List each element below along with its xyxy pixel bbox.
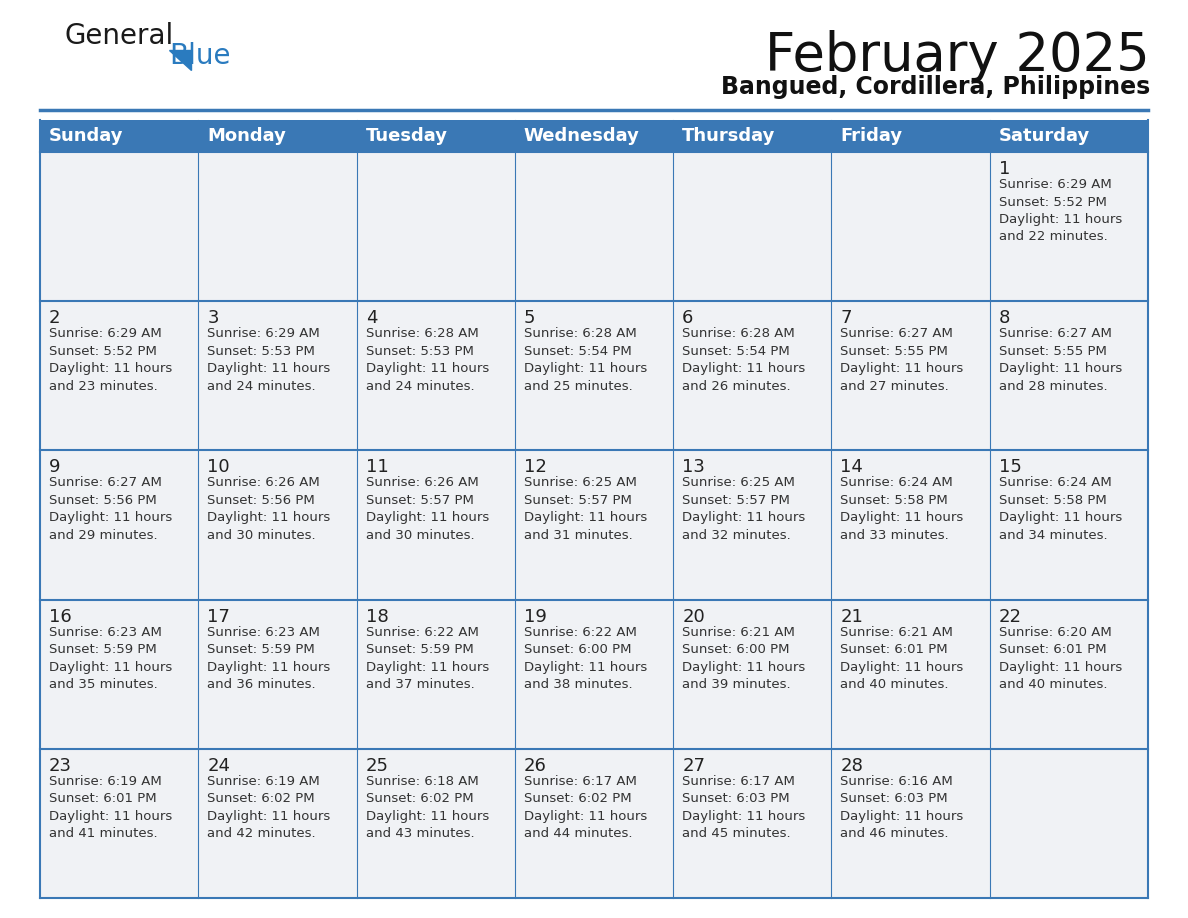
- Text: Sunrise: 6:22 AM
Sunset: 5:59 PM
Daylight: 11 hours
and 37 minutes.: Sunrise: 6:22 AM Sunset: 5:59 PM Dayligh…: [366, 625, 488, 691]
- Text: Sunrise: 6:19 AM
Sunset: 6:02 PM
Daylight: 11 hours
and 42 minutes.: Sunrise: 6:19 AM Sunset: 6:02 PM Dayligh…: [207, 775, 330, 840]
- Text: Sunrise: 6:19 AM
Sunset: 6:01 PM
Daylight: 11 hours
and 41 minutes.: Sunrise: 6:19 AM Sunset: 6:01 PM Dayligh…: [49, 775, 172, 840]
- Text: Sunrise: 6:29 AM
Sunset: 5:53 PM
Daylight: 11 hours
and 24 minutes.: Sunrise: 6:29 AM Sunset: 5:53 PM Dayligh…: [207, 327, 330, 393]
- Text: 7: 7: [840, 309, 852, 327]
- Text: Sunrise: 6:18 AM
Sunset: 6:02 PM
Daylight: 11 hours
and 43 minutes.: Sunrise: 6:18 AM Sunset: 6:02 PM Dayligh…: [366, 775, 488, 840]
- Text: 28: 28: [840, 756, 864, 775]
- Text: Sunrise: 6:29 AM
Sunset: 5:52 PM
Daylight: 11 hours
and 23 minutes.: Sunrise: 6:29 AM Sunset: 5:52 PM Dayligh…: [49, 327, 172, 393]
- Text: 8: 8: [999, 309, 1010, 327]
- Text: 9: 9: [49, 458, 61, 476]
- Text: Thursday: Thursday: [682, 127, 776, 145]
- FancyBboxPatch shape: [40, 451, 1148, 599]
- FancyBboxPatch shape: [40, 599, 1148, 749]
- Text: Sunrise: 6:29 AM
Sunset: 5:52 PM
Daylight: 11 hours
and 22 minutes.: Sunrise: 6:29 AM Sunset: 5:52 PM Dayligh…: [999, 178, 1121, 243]
- Text: Sunrise: 6:21 AM
Sunset: 6:00 PM
Daylight: 11 hours
and 39 minutes.: Sunrise: 6:21 AM Sunset: 6:00 PM Dayligh…: [682, 625, 805, 691]
- Text: 16: 16: [49, 608, 71, 625]
- Text: 18: 18: [366, 608, 388, 625]
- Text: General: General: [65, 22, 175, 50]
- Text: Monday: Monday: [207, 127, 286, 145]
- Text: February 2025: February 2025: [765, 30, 1150, 82]
- Text: Sunrise: 6:26 AM
Sunset: 5:56 PM
Daylight: 11 hours
and 30 minutes.: Sunrise: 6:26 AM Sunset: 5:56 PM Dayligh…: [207, 476, 330, 542]
- Text: 1: 1: [999, 160, 1010, 178]
- Text: Sunrise: 6:26 AM
Sunset: 5:57 PM
Daylight: 11 hours
and 30 minutes.: Sunrise: 6:26 AM Sunset: 5:57 PM Dayligh…: [366, 476, 488, 542]
- Text: Tuesday: Tuesday: [366, 127, 448, 145]
- Text: Sunrise: 6:22 AM
Sunset: 6:00 PM
Daylight: 11 hours
and 38 minutes.: Sunrise: 6:22 AM Sunset: 6:00 PM Dayligh…: [524, 625, 647, 691]
- Text: 14: 14: [840, 458, 864, 476]
- Text: Sunrise: 6:17 AM
Sunset: 6:02 PM
Daylight: 11 hours
and 44 minutes.: Sunrise: 6:17 AM Sunset: 6:02 PM Dayligh…: [524, 775, 647, 840]
- Text: 10: 10: [207, 458, 230, 476]
- Text: Sunrise: 6:17 AM
Sunset: 6:03 PM
Daylight: 11 hours
and 45 minutes.: Sunrise: 6:17 AM Sunset: 6:03 PM Dayligh…: [682, 775, 805, 840]
- Text: Sunrise: 6:28 AM
Sunset: 5:54 PM
Daylight: 11 hours
and 26 minutes.: Sunrise: 6:28 AM Sunset: 5:54 PM Dayligh…: [682, 327, 805, 393]
- Text: Sunrise: 6:25 AM
Sunset: 5:57 PM
Daylight: 11 hours
and 31 minutes.: Sunrise: 6:25 AM Sunset: 5:57 PM Dayligh…: [524, 476, 647, 542]
- Text: Sunrise: 6:20 AM
Sunset: 6:01 PM
Daylight: 11 hours
and 40 minutes.: Sunrise: 6:20 AM Sunset: 6:01 PM Dayligh…: [999, 625, 1121, 691]
- Text: 11: 11: [366, 458, 388, 476]
- FancyBboxPatch shape: [40, 152, 1148, 301]
- Text: 2: 2: [49, 309, 61, 327]
- Text: Sunrise: 6:27 AM
Sunset: 5:56 PM
Daylight: 11 hours
and 29 minutes.: Sunrise: 6:27 AM Sunset: 5:56 PM Dayligh…: [49, 476, 172, 542]
- Text: Wednesday: Wednesday: [524, 127, 639, 145]
- FancyBboxPatch shape: [40, 749, 1148, 898]
- Text: Sunrise: 6:21 AM
Sunset: 6:01 PM
Daylight: 11 hours
and 40 minutes.: Sunrise: 6:21 AM Sunset: 6:01 PM Dayligh…: [840, 625, 963, 691]
- Text: 26: 26: [524, 756, 546, 775]
- Text: Bangued, Cordillera, Philippines: Bangued, Cordillera, Philippines: [721, 75, 1150, 99]
- Text: Sunrise: 6:25 AM
Sunset: 5:57 PM
Daylight: 11 hours
and 32 minutes.: Sunrise: 6:25 AM Sunset: 5:57 PM Dayligh…: [682, 476, 805, 542]
- Text: Sunrise: 6:23 AM
Sunset: 5:59 PM
Daylight: 11 hours
and 36 minutes.: Sunrise: 6:23 AM Sunset: 5:59 PM Dayligh…: [207, 625, 330, 691]
- Text: Sunrise: 6:27 AM
Sunset: 5:55 PM
Daylight: 11 hours
and 28 minutes.: Sunrise: 6:27 AM Sunset: 5:55 PM Dayligh…: [999, 327, 1121, 393]
- Text: 27: 27: [682, 756, 706, 775]
- Text: 22: 22: [999, 608, 1022, 625]
- Text: 20: 20: [682, 608, 704, 625]
- Text: Blue: Blue: [169, 42, 230, 70]
- Text: 13: 13: [682, 458, 704, 476]
- Text: Sunrise: 6:28 AM
Sunset: 5:53 PM
Daylight: 11 hours
and 24 minutes.: Sunrise: 6:28 AM Sunset: 5:53 PM Dayligh…: [366, 327, 488, 393]
- Text: 19: 19: [524, 608, 546, 625]
- Text: Saturday: Saturday: [999, 127, 1089, 145]
- Text: 12: 12: [524, 458, 546, 476]
- Text: 6: 6: [682, 309, 694, 327]
- Text: Friday: Friday: [840, 127, 903, 145]
- Text: 3: 3: [207, 309, 219, 327]
- Text: Sunrise: 6:28 AM
Sunset: 5:54 PM
Daylight: 11 hours
and 25 minutes.: Sunrise: 6:28 AM Sunset: 5:54 PM Dayligh…: [524, 327, 647, 393]
- Text: 23: 23: [49, 756, 72, 775]
- Text: 21: 21: [840, 608, 864, 625]
- Text: Sunrise: 6:24 AM
Sunset: 5:58 PM
Daylight: 11 hours
and 33 minutes.: Sunrise: 6:24 AM Sunset: 5:58 PM Dayligh…: [840, 476, 963, 542]
- Text: 15: 15: [999, 458, 1022, 476]
- Text: 17: 17: [207, 608, 230, 625]
- Text: Sunrise: 6:16 AM
Sunset: 6:03 PM
Daylight: 11 hours
and 46 minutes.: Sunrise: 6:16 AM Sunset: 6:03 PM Dayligh…: [840, 775, 963, 840]
- FancyBboxPatch shape: [40, 301, 1148, 451]
- Text: Sunrise: 6:23 AM
Sunset: 5:59 PM
Daylight: 11 hours
and 35 minutes.: Sunrise: 6:23 AM Sunset: 5:59 PM Dayligh…: [49, 625, 172, 691]
- Text: 24: 24: [207, 756, 230, 775]
- Text: Sunrise: 6:24 AM
Sunset: 5:58 PM
Daylight: 11 hours
and 34 minutes.: Sunrise: 6:24 AM Sunset: 5:58 PM Dayligh…: [999, 476, 1121, 542]
- Text: 5: 5: [524, 309, 536, 327]
- Text: Sunrise: 6:27 AM
Sunset: 5:55 PM
Daylight: 11 hours
and 27 minutes.: Sunrise: 6:27 AM Sunset: 5:55 PM Dayligh…: [840, 327, 963, 393]
- Polygon shape: [169, 50, 191, 70]
- Text: Sunday: Sunday: [49, 127, 124, 145]
- Text: 25: 25: [366, 756, 388, 775]
- Text: 4: 4: [366, 309, 377, 327]
- FancyBboxPatch shape: [40, 120, 1148, 152]
